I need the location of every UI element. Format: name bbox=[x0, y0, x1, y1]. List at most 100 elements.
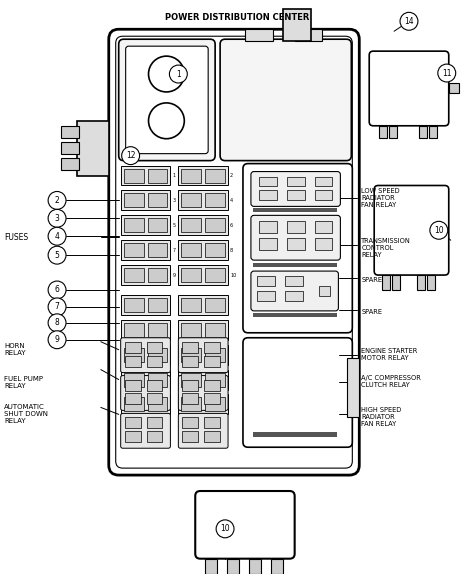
Bar bbox=[257, 291, 275, 301]
FancyBboxPatch shape bbox=[178, 413, 228, 449]
Bar bbox=[121, 240, 170, 260]
Bar bbox=[182, 243, 201, 257]
Bar bbox=[125, 356, 141, 367]
Bar bbox=[259, 221, 277, 233]
Bar bbox=[121, 265, 170, 285]
Text: A/C COMPRESSOR
CLUTCH RELAY: A/C COMPRESSOR CLUTCH RELAY bbox=[361, 375, 421, 388]
Bar bbox=[125, 431, 141, 442]
FancyBboxPatch shape bbox=[109, 29, 359, 475]
Bar bbox=[182, 380, 198, 390]
Bar bbox=[121, 394, 170, 415]
FancyBboxPatch shape bbox=[243, 164, 352, 333]
Bar bbox=[257, 276, 275, 286]
Bar bbox=[287, 221, 305, 233]
Circle shape bbox=[48, 209, 66, 227]
Bar bbox=[147, 298, 167, 312]
Text: 2: 2 bbox=[55, 196, 59, 205]
Circle shape bbox=[48, 281, 66, 299]
Circle shape bbox=[48, 191, 66, 209]
Bar bbox=[379, 126, 387, 138]
Text: 14: 14 bbox=[404, 17, 414, 26]
Circle shape bbox=[48, 331, 66, 348]
FancyBboxPatch shape bbox=[178, 338, 228, 373]
Bar bbox=[259, 190, 277, 201]
Bar bbox=[121, 166, 170, 186]
Bar bbox=[147, 168, 167, 182]
Text: 10: 10 bbox=[434, 226, 444, 235]
Bar bbox=[124, 397, 144, 411]
Text: FUEL PUMP
RELAY: FUEL PUMP RELAY bbox=[4, 376, 44, 389]
FancyBboxPatch shape bbox=[251, 271, 338, 311]
Text: 5: 5 bbox=[55, 251, 60, 260]
Bar bbox=[146, 417, 163, 428]
Bar bbox=[178, 320, 228, 340]
Text: 8: 8 bbox=[55, 319, 59, 327]
Bar bbox=[178, 265, 228, 285]
Bar bbox=[259, 177, 277, 186]
Bar bbox=[287, 190, 305, 201]
Bar bbox=[204, 380, 220, 390]
FancyBboxPatch shape bbox=[251, 216, 340, 260]
Bar bbox=[61, 126, 79, 138]
Bar bbox=[124, 323, 144, 337]
Bar bbox=[417, 275, 425, 290]
FancyBboxPatch shape bbox=[195, 491, 295, 559]
Text: 12: 12 bbox=[126, 151, 136, 160]
Text: 10: 10 bbox=[220, 524, 230, 534]
Bar bbox=[283, 9, 310, 41]
Text: 9: 9 bbox=[55, 335, 60, 344]
Bar bbox=[146, 342, 163, 352]
Bar bbox=[125, 380, 141, 390]
Bar bbox=[389, 126, 397, 138]
Bar bbox=[347, 358, 359, 417]
Bar bbox=[205, 397, 225, 411]
Text: ENGINE STARTER
MOTOR RELAY: ENGINE STARTER MOTOR RELAY bbox=[361, 348, 418, 361]
Bar bbox=[315, 190, 332, 201]
Bar bbox=[182, 356, 198, 367]
Bar bbox=[61, 141, 79, 154]
Bar bbox=[124, 168, 144, 182]
Bar bbox=[178, 166, 228, 186]
Bar bbox=[205, 559, 217, 574]
Bar bbox=[285, 276, 302, 286]
Bar bbox=[124, 243, 144, 257]
Circle shape bbox=[148, 56, 184, 92]
Bar bbox=[205, 268, 225, 282]
Bar bbox=[205, 323, 225, 337]
Circle shape bbox=[400, 12, 418, 30]
Text: 3: 3 bbox=[55, 214, 60, 223]
Bar bbox=[205, 218, 225, 232]
Circle shape bbox=[438, 64, 456, 82]
Circle shape bbox=[48, 314, 66, 332]
Bar bbox=[121, 216, 170, 235]
Bar bbox=[147, 323, 167, 337]
Bar bbox=[147, 218, 167, 232]
Bar bbox=[178, 216, 228, 235]
Bar bbox=[182, 348, 201, 362]
FancyBboxPatch shape bbox=[126, 46, 208, 154]
Bar bbox=[147, 193, 167, 208]
Text: TRANSMISSION
CONTROL
RELAY: TRANSMISSION CONTROL RELAY bbox=[361, 238, 411, 258]
Text: LOW SPEED
RADIATOR
FAN RELAY: LOW SPEED RADIATOR FAN RELAY bbox=[361, 189, 400, 208]
Bar bbox=[178, 295, 228, 315]
Bar bbox=[178, 240, 228, 260]
Circle shape bbox=[122, 147, 139, 164]
Text: 6: 6 bbox=[230, 223, 233, 228]
FancyBboxPatch shape bbox=[220, 39, 351, 160]
Bar bbox=[204, 393, 220, 404]
Bar bbox=[147, 243, 167, 257]
Bar bbox=[146, 393, 163, 404]
Bar bbox=[204, 431, 220, 442]
Text: 5: 5 bbox=[173, 223, 175, 228]
Bar bbox=[182, 393, 198, 404]
Bar bbox=[121, 190, 170, 210]
Text: HORN
RELAY: HORN RELAY bbox=[4, 343, 26, 356]
Bar bbox=[182, 168, 201, 182]
Bar bbox=[125, 417, 141, 428]
Bar bbox=[182, 268, 201, 282]
FancyBboxPatch shape bbox=[121, 338, 170, 373]
Bar bbox=[182, 193, 201, 208]
Bar bbox=[182, 218, 201, 232]
Bar bbox=[147, 348, 167, 362]
Bar bbox=[61, 158, 79, 170]
